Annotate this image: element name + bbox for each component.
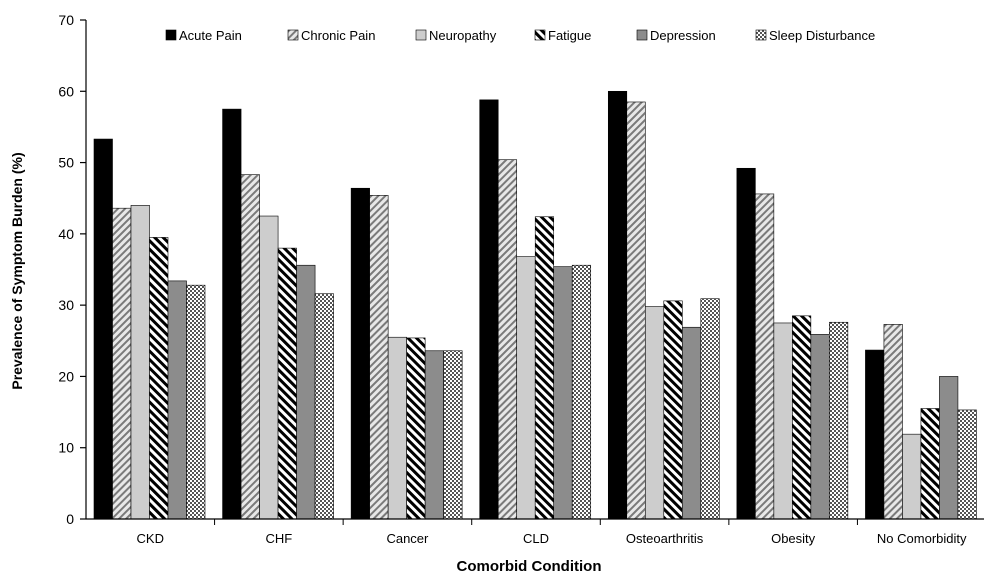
legend: Acute Pain Chronic Pain Neuropathy Fatigue D… xyxy=(165,28,875,43)
x-tick-label-chf: CHF xyxy=(265,531,292,546)
bars-layer xyxy=(93,90,977,520)
bar-chf-fatigue xyxy=(277,247,297,520)
bar-ckd-chronic-pain xyxy=(112,207,132,520)
bar-no-comorbidity-neuropathy xyxy=(902,433,922,520)
x-tick-label-ckd: CKD xyxy=(137,531,164,546)
y-tick-label: 20 xyxy=(58,368,74,384)
legend-label-fatigue: Fatigue xyxy=(548,28,591,43)
y-tick-label: 40 xyxy=(58,226,74,242)
bar-ckd-acute-pain xyxy=(93,138,113,520)
bar-chf-neuropathy xyxy=(259,215,279,520)
legend-swatch-chronic-pain xyxy=(287,29,299,41)
x-axis-title: Comorbid Condition xyxy=(457,558,602,575)
bar-obesity-fatigue xyxy=(792,315,812,520)
bar-no-comorbidity-fatigue xyxy=(920,408,940,520)
bar-no-comorbidity-depression xyxy=(939,376,959,520)
bar-no-comorbidity-acute-pain xyxy=(865,349,885,520)
x-tick-label-no-comorbidity: No Comorbidity xyxy=(877,531,967,546)
bar-ckd-neuropathy xyxy=(130,205,150,520)
x-tick-label-obesity: Obesity xyxy=(771,531,816,546)
bar-osteoarthritis-acute-pain xyxy=(607,90,628,520)
bar-cancer-sleep-disturbance xyxy=(443,350,463,520)
legend-swatch-neuropathy xyxy=(415,29,427,41)
y-tick-label: 70 xyxy=(58,12,74,28)
bar-osteoarthritis-chronic-pain xyxy=(626,101,646,520)
y-tick-label: 0 xyxy=(66,511,74,527)
legend-label-chronic-pain: Chronic Pain xyxy=(301,28,375,43)
bar-osteoarthritis-fatigue xyxy=(663,300,683,520)
bar-cld-chronic-pain xyxy=(497,159,518,520)
y-tick-label: 50 xyxy=(58,155,74,171)
legend-swatch-sleep-disturbance xyxy=(755,29,767,41)
legend-swatch-acute-pain xyxy=(165,29,177,41)
bar-ckd-depression xyxy=(167,280,187,520)
bar-cancer-acute-pain xyxy=(350,187,370,520)
bar-chf-acute-pain xyxy=(222,108,242,520)
x-tick-label-cancer: Cancer xyxy=(386,531,429,546)
bar-obesity-sleep-disturbance xyxy=(829,321,849,520)
bar-chf-chronic-pain xyxy=(240,174,260,520)
y-tick-label: 10 xyxy=(58,440,74,456)
y-tick-label: 30 xyxy=(58,297,74,313)
bar-cancer-depression xyxy=(424,350,444,520)
x-axis-labels: CKD CHF Cancer CLD Osteoarthritis Obesity No C… xyxy=(137,519,967,546)
bar-cancer-fatigue xyxy=(406,337,426,520)
legend-label-depression: Depression xyxy=(650,28,716,43)
bar-no-comorbidity-chronic-pain xyxy=(883,324,903,520)
legend-swatch-fatigue xyxy=(534,29,546,41)
bar-osteoarthritis-sleep-disturbance xyxy=(700,298,720,520)
bar-cld-acute-pain xyxy=(479,99,499,520)
bar-cld-fatigue xyxy=(534,216,555,520)
bar-cancer-chronic-pain xyxy=(369,195,389,520)
y-axis-ticks: 0 10 20 30 40 50 60 70 xyxy=(58,12,86,527)
bar-obesity-depression xyxy=(810,334,830,520)
y-tick-label: 60 xyxy=(58,83,74,99)
bar-chf-depression xyxy=(296,264,316,520)
x-tick-label-osteoarthritis: Osteoarthritis xyxy=(626,531,704,546)
bar-ckd-fatigue xyxy=(149,237,169,520)
bar-obesity-neuropathy xyxy=(773,322,793,520)
bar-osteoarthritis-neuropathy xyxy=(644,306,665,520)
bar-cld-sleep-disturbance xyxy=(571,264,592,520)
bar-obesity-chronic-pain xyxy=(755,193,775,520)
legend-swatch-depression xyxy=(636,29,648,41)
bar-no-comorbidity-sleep-disturbance xyxy=(957,409,977,520)
bar-osteoarthritis-depression xyxy=(681,326,702,520)
legend-label-acute-pain: Acute Pain xyxy=(179,28,242,43)
bar-cld-neuropathy xyxy=(516,256,536,520)
bar-chf-sleep-disturbance xyxy=(314,293,334,520)
legend-label-sleep-disturbance: Sleep Disturbance xyxy=(769,28,875,43)
bar-cancer-neuropathy xyxy=(387,336,407,520)
y-axis-title: Prevalence of Symptom Burden (%) xyxy=(9,152,25,389)
bar-ckd-sleep-disturbance xyxy=(186,284,206,520)
x-tick-label-cld: CLD xyxy=(523,531,549,546)
bar-obesity-acute-pain xyxy=(736,167,756,520)
bar-cld-depression xyxy=(553,266,573,520)
legend-label-neuropathy: Neuropathy xyxy=(429,28,497,43)
